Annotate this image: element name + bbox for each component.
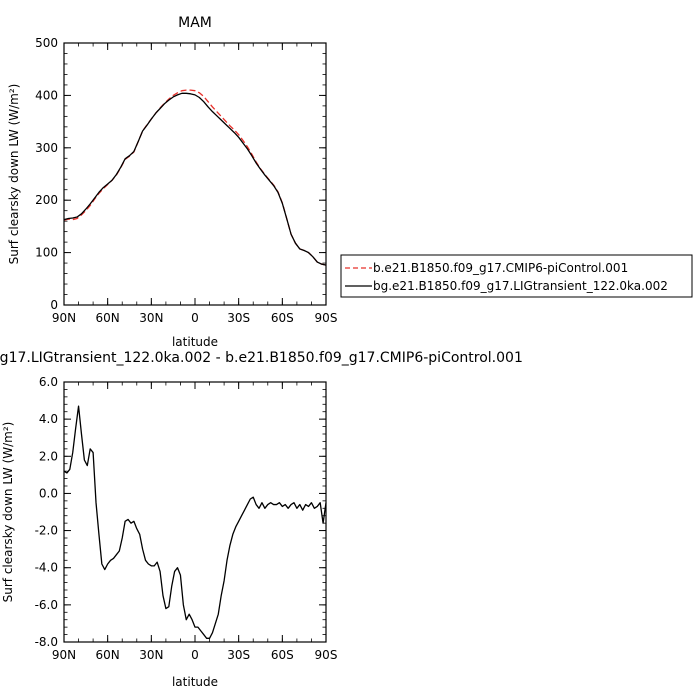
- bottom-chart-ytick-label: -2.0: [35, 524, 58, 538]
- top-chart-ticks: 0 100 200 300 400 500 90N 60N 30N 0 30S 60S 90S: [35, 36, 337, 325]
- top-chart-xtick-label: 60N: [96, 311, 120, 325]
- top-chart-ytick-label: 500: [35, 36, 58, 50]
- bottom-chart-ytick-label: 6.0: [39, 375, 58, 389]
- legend: b.e21.B1850.f09_g17.CMIP6-piControl.001 …: [340, 254, 693, 298]
- top-chart-ytick-label: 100: [35, 246, 58, 260]
- bottom-chart-xtick-label: 60N: [96, 648, 120, 662]
- bottom-chart-ytick-label: 2.0: [39, 449, 58, 463]
- top-chart-xtick-label: 90N: [52, 311, 76, 325]
- top-chart: MAM Surf clearsky down LW (W/m²) latitud…: [7, 15, 337, 349]
- legend-box: [340, 254, 693, 298]
- top-chart-ytick-label: 0: [50, 298, 58, 312]
- bottom-chart-ytick-label: 0.0: [39, 486, 58, 500]
- bottom-chart-xtick-label: 60S: [271, 648, 294, 662]
- top-chart-ytick-label: 300: [35, 141, 58, 155]
- top-chart-title: MAM: [178, 15, 212, 31]
- top-chart-lines: [63, 89, 327, 266]
- bottom-chart-ticks: -8.0 -6.0 -4.0 -2.0 0.0 2.0 4.0 6.0 90N 60N 30N 0 30…: [35, 375, 338, 662]
- top-chart-xtick-label: 0: [191, 311, 199, 325]
- legend-label-LIGtransient: bg.e21.B1850.f09_g17.LIGtransient_122.0k…: [373, 279, 668, 293]
- bottom-chart-ytick-label: -4.0: [35, 561, 58, 575]
- bottom-chart-xtick-label: 90N: [52, 648, 76, 662]
- bottom-chart-ytick-label: -8.0: [35, 635, 58, 649]
- top-chart-xlabel: latitude: [172, 335, 218, 349]
- top-chart-ytick-label: 400: [35, 88, 58, 102]
- top-chart-series-line-1: [63, 92, 327, 266]
- top-chart-series-line-0: [63, 89, 327, 266]
- top-chart-xtick-label: 60S: [271, 311, 294, 325]
- top-chart-ytick-label: 200: [35, 193, 58, 207]
- legend-label-piControl: b.e21.B1850.f09_g17.CMIP6-piControl.001: [373, 261, 628, 275]
- bottom-chart-xlabel: latitude: [172, 675, 218, 689]
- top-chart-frame: [63, 42, 327, 306]
- bottom-chart-xtick-label: 90S: [315, 648, 338, 662]
- bottom-chart-ytick-label: 4.0: [39, 412, 58, 426]
- bottom-chart-xtick-label: 30N: [139, 648, 163, 662]
- bottom-chart-frame: [63, 381, 327, 643]
- bottom-chart-series-line-0: [63, 405, 327, 639]
- bottom-chart-title: bg.e21.B1850.f09_g17.LIGtransient_122.0k…: [0, 350, 523, 366]
- top-chart-ylabel: Surf clearsky down LW (W/m²): [7, 84, 21, 265]
- top-chart-xtick-label: 30N: [139, 311, 163, 325]
- top-chart-xtick-label: 30S: [227, 311, 250, 325]
- bottom-chart-lines: [63, 405, 327, 639]
- bottom-chart-ytick-label: -6.0: [35, 598, 58, 612]
- bottom-chart-ylabel: Surf clearsky down LW (W/m²): [1, 422, 15, 603]
- bottom-chart: bg.e21.B1850.f09_g17.LIGtransient_122.0k…: [0, 350, 523, 689]
- bottom-chart-xtick-label: 0: [191, 648, 199, 662]
- bottom-chart-xtick-label: 30S: [227, 648, 250, 662]
- top-chart-xtick-label: 90S: [315, 311, 338, 325]
